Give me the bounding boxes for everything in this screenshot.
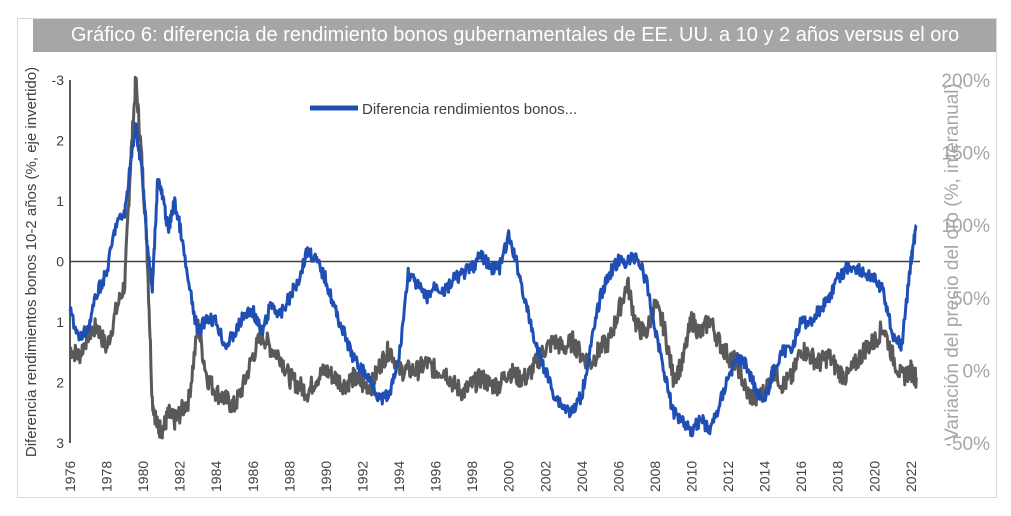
right-tick-label: 50% [952, 289, 990, 310]
spread-series-line [68, 122, 918, 438]
right-tick-label: 100% [941, 216, 990, 237]
chart-title: Gráfico 6: diferencia de rendimiento bon… [33, 18, 997, 52]
x-tick-label: 2004 [574, 461, 590, 492]
x-tick-label: 2022 [903, 461, 919, 492]
x-tick-label: 2006 [610, 461, 626, 492]
x-tick-label: 2010 [684, 461, 700, 492]
x-tick-label: 2002 [537, 461, 553, 492]
x-tick-label: 1988 [281, 461, 297, 492]
right-tick-label: 150% [941, 144, 990, 165]
left-tick-label: 1 [56, 193, 64, 209]
x-tick-label: 1984 [208, 461, 224, 492]
x-tick-label: 1982 [172, 461, 188, 492]
legend-label-spread: Diferencia rendimientos bonos... [362, 101, 577, 118]
left-tick-label: 1 [56, 314, 64, 330]
right-tick-label: 0% [963, 361, 991, 382]
right-tick-label: 200% [941, 71, 990, 92]
gold-series-line [68, 75, 918, 440]
x-tick-label: 1998 [464, 461, 480, 492]
x-tick-label: 1980 [135, 461, 151, 492]
left-axis-title: Diferencia rendimientos bonos 10-2 años … [23, 67, 40, 457]
x-tick-label: 2020 [866, 461, 882, 492]
left-tick-label: 3 [56, 435, 64, 451]
x-tick-label: 1978 [99, 461, 115, 492]
right-tick-label: -50% [946, 434, 990, 455]
left-tick-label: 0 [56, 254, 64, 270]
left-tick-label: 2 [56, 375, 64, 391]
x-tick-label: 1986 [245, 461, 261, 492]
x-tick-label: 2012 [720, 461, 736, 492]
x-tick-label: 2016 [793, 461, 809, 492]
x-tick-label: 2018 [830, 461, 846, 492]
x-tick-label: 1996 [428, 461, 444, 492]
x-tick-label: 2000 [501, 461, 517, 492]
x-tick-label: 1994 [391, 461, 407, 492]
x-tick-label: 2014 [757, 461, 773, 492]
left-tick-label: 2 [56, 133, 64, 149]
x-tick-label: 1992 [354, 461, 370, 492]
x-tick-label: 1990 [318, 461, 334, 492]
x-tick-label: 1976 [62, 461, 78, 492]
left-tick-label: -3 [52, 72, 65, 88]
right-axis-title: Variación del precio del oro (%, interan… [942, 83, 963, 441]
x-tick-label: 2008 [647, 461, 663, 492]
